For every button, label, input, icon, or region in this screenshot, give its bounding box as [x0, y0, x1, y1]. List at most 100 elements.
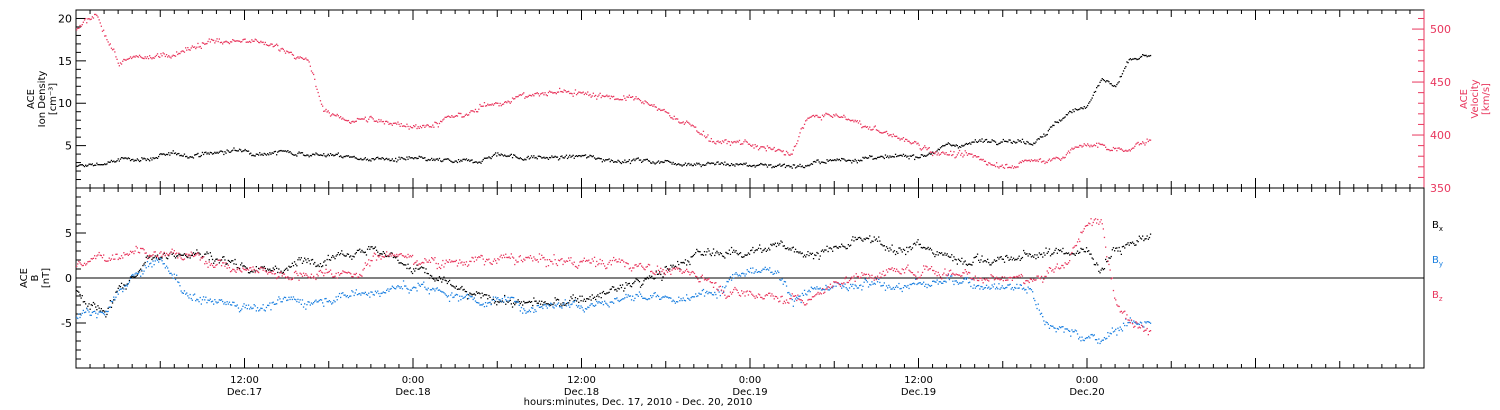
bx-point-224: [327, 254, 329, 257]
bz-point-240: [345, 272, 347, 274]
velocity-point-455: [587, 91, 589, 93]
velocity-point-48: [129, 56, 132, 58]
velocity-point-108: [197, 42, 199, 45]
by-point-374: [496, 298, 498, 300]
density-point-256: [363, 158, 365, 160]
by-point-333: [450, 294, 452, 296]
velocity-point-748: [916, 143, 918, 145]
bz-point-910: [1098, 223, 1100, 225]
bx-point-223: [326, 258, 328, 261]
bz-point-521: [661, 270, 663, 273]
by-point-570: [716, 297, 718, 299]
by-point-202: [302, 306, 305, 308]
velocity-point-251: [358, 118, 360, 120]
by-point-783: [955, 280, 957, 282]
density-point-292: [404, 158, 406, 160]
bz-point-572: [718, 286, 720, 288]
bz-point-416: [543, 256, 545, 259]
bx-point-20: [98, 307, 100, 309]
velocity-point-768: [938, 154, 940, 156]
density-point-331: [447, 158, 450, 160]
velocity-point-650: [806, 119, 808, 121]
bx-point-796: [970, 264, 972, 266]
density-point-579: [726, 163, 728, 165]
velocity-point-881: [1065, 154, 1067, 156]
bz-point-509: [647, 263, 650, 266]
velocity-point-435: [564, 90, 566, 92]
density-point-834: [1012, 140, 1015, 143]
by-point-332: [448, 300, 451, 302]
density-point-659: [816, 159, 818, 161]
bz-point-172: [269, 271, 271, 273]
bz-point-759: [928, 268, 930, 270]
velocity-point-35: [115, 56, 117, 58]
bx-point-877: [1061, 251, 1063, 253]
density-point-670: [828, 159, 830, 162]
velocity-point-690: [851, 119, 853, 122]
velocity-point-265: [373, 120, 375, 122]
bx-point-872: [1055, 247, 1057, 250]
bz-point-827: [1005, 279, 1007, 281]
bx-point-19: [97, 305, 99, 307]
bx-point-349: [468, 294, 470, 296]
bx-point-308: [422, 267, 424, 269]
density-point-32: [111, 161, 114, 163]
velocity-point-46: [127, 58, 129, 60]
by-point-487: [623, 298, 625, 300]
bz-point-793: [966, 273, 969, 275]
density-point-737: [903, 155, 906, 157]
velocity-point-269: [378, 118, 380, 121]
bx-point-737: [903, 249, 906, 251]
by-point-145: [238, 311, 241, 313]
by-point-482: [617, 299, 619, 302]
bz-point-919: [1108, 263, 1110, 266]
velocity-point-373: [495, 102, 497, 104]
velocity-tick-label-1: 400: [1430, 129, 1451, 142]
by-point-219: [322, 302, 324, 304]
density-point-207: [308, 156, 310, 158]
velocity-point-448: [579, 91, 581, 93]
bx-point-341: [459, 288, 461, 290]
bz-point-863: [1045, 275, 1047, 278]
density-point-652: [808, 165, 810, 167]
bz-point-751: [919, 276, 921, 278]
density-point-809: [984, 139, 987, 141]
density-point-384: [507, 155, 509, 157]
by-point-869: [1052, 325, 1054, 327]
bz-point-405: [530, 257, 533, 259]
velocity-point-306: [419, 125, 421, 128]
bz-point-696: [857, 275, 860, 278]
velocity-point-424: [552, 92, 554, 94]
by-point-758: [927, 283, 929, 286]
by-point-360: [480, 304, 482, 306]
density-point-193: [292, 154, 295, 156]
density-point-113: [202, 153, 205, 156]
bx-point-102: [190, 254, 192, 257]
density-point-630: [783, 163, 785, 165]
bz-point-402: [527, 256, 529, 258]
by-point-307: [420, 283, 423, 286]
by-point-862: [1044, 323, 1046, 326]
bx-point-205: [306, 261, 308, 264]
density-point-717: [881, 155, 883, 158]
velocity-point-760: [929, 151, 931, 153]
bz-point-702: [864, 274, 866, 276]
velocity-point-565: [710, 138, 712, 140]
velocity-point-744: [911, 142, 914, 144]
by-point-466: [599, 302, 601, 304]
by-point-849: [1029, 288, 1031, 290]
by-point-873: [1056, 327, 1058, 330]
bz-point-700: [862, 274, 864, 276]
density-point-209: [310, 155, 313, 157]
by-point-749: [917, 282, 919, 285]
bx-point-469: [602, 290, 605, 293]
velocity-point-161: [256, 40, 259, 42]
density-point-417: [544, 157, 546, 159]
velocity-point-583: [730, 141, 733, 143]
density-point-869: [1052, 124, 1054, 126]
bx-point-273: [382, 251, 384, 253]
density-point-832: [1010, 141, 1012, 144]
density-point-103: [191, 156, 193, 158]
velocity-point-226: [329, 115, 332, 117]
density-point-134: [226, 149, 228, 151]
